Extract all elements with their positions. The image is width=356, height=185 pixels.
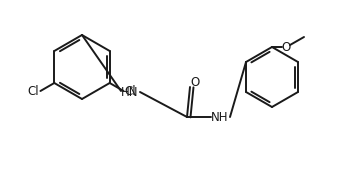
Text: NH: NH [211,110,229,124]
Text: O: O [281,41,290,53]
Text: Cl: Cl [28,85,39,97]
Text: HN: HN [121,85,139,98]
Text: Cl: Cl [125,85,136,97]
Text: O: O [191,76,200,89]
